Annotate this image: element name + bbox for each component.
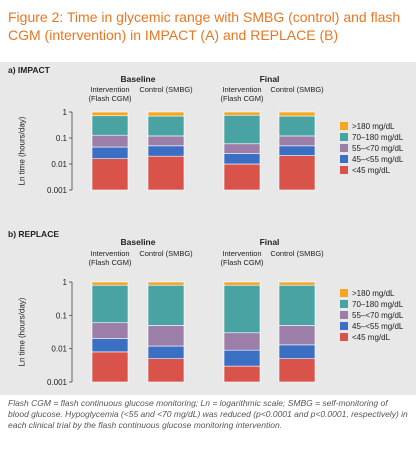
legend-label: 70–180 mg/dL (352, 300, 404, 309)
bar-segment (147, 284, 185, 326)
bar-segment (147, 358, 185, 383)
bar-segment (147, 345, 185, 360)
bar-segment (278, 135, 316, 147)
y-tick-label: 0.01 (51, 160, 67, 169)
legend-label: 45–<55 mg/dL (352, 322, 404, 331)
legend-label: <45 mg/dL (352, 333, 391, 342)
category-label: Intervention (Flash CGM) (220, 249, 264, 267)
bar-segment (278, 155, 316, 191)
y-tick-label: 0.1 (56, 311, 68, 320)
bar-segment (91, 134, 129, 148)
bar-segment (223, 153, 261, 165)
legend-swatch (340, 122, 348, 130)
legend-label: >180 mg/dL (352, 122, 395, 131)
category-label: Control (SMBG) (139, 85, 193, 94)
legend-swatch (340, 333, 348, 341)
legend-swatch (340, 322, 348, 330)
bar-segment (91, 322, 129, 339)
bar-segment (91, 284, 129, 324)
y-tick-label: 1 (63, 108, 68, 117)
bar-segment (223, 163, 261, 191)
bar-segment (278, 344, 316, 360)
bar-segment (278, 325, 316, 346)
bar-segment (223, 332, 261, 351)
legend-swatch (340, 311, 348, 319)
legend-swatch (340, 166, 348, 174)
y-tick-label: 0.1 (56, 134, 68, 143)
group-label: Final (259, 74, 280, 84)
bar-segment (147, 111, 185, 117)
y-tick-label: 0.001 (47, 186, 68, 195)
legend-swatch (340, 144, 348, 152)
category-label: Control (SMBG) (139, 249, 193, 258)
bar-segment (223, 111, 261, 116)
bar-segment (91, 115, 129, 136)
bar-segment (91, 351, 129, 383)
bar-segment (147, 115, 185, 137)
legend-label: <45 mg/dL (352, 166, 391, 175)
panel-title: b) REPLACE (8, 229, 59, 239)
legend-swatch (340, 300, 348, 308)
y-axis-label: Ln time (hours/day) (17, 297, 27, 367)
y-axis-label: Ln time (hours/day) (17, 116, 27, 186)
bar-segment (91, 338, 129, 353)
legend-label: 55–<70 mg/dL (352, 311, 404, 320)
category-label: Intervention (Flash CGM) (88, 85, 132, 103)
bar-segment (223, 143, 261, 154)
bar-segment (147, 281, 185, 286)
legend-label: 45–<55 mg/dL (352, 155, 404, 164)
legend-swatch (340, 155, 348, 163)
y-tick-label: 1 (63, 278, 68, 287)
y-tick-label: 0.01 (51, 345, 67, 354)
group-label: Final (259, 237, 280, 247)
bar-segment (223, 349, 261, 367)
legend-label: 55–<70 mg/dL (352, 144, 404, 153)
bar-segment (278, 281, 316, 286)
panel-title: a) IMPACT (8, 65, 50, 75)
bar-segment (91, 111, 129, 117)
bar-segment (91, 281, 129, 286)
bar-segment (147, 135, 185, 147)
group-label: Baseline (120, 237, 156, 247)
bar-segment (147, 145, 185, 157)
bar-segment (91, 158, 129, 191)
bar-segment (278, 358, 316, 383)
group-label: Baseline (120, 74, 156, 84)
bar-segment (223, 114, 261, 145)
legend-label: >180 mg/dL (352, 289, 395, 298)
bar-segment (278, 284, 316, 326)
bar-segment (147, 155, 185, 191)
y-tick-label: 0.001 (47, 378, 68, 387)
bar-segment (278, 111, 316, 117)
bar-segment (223, 365, 261, 383)
bar-segment (147, 325, 185, 347)
category-label: Intervention (Flash CGM) (220, 85, 264, 103)
figure-title: Figure 2: Time in glycemic range with SM… (8, 9, 401, 43)
legend-label: 70–180 mg/dL (352, 133, 404, 142)
category-label: Intervention (Flash CGM) (88, 249, 132, 267)
legend-swatch (340, 133, 348, 141)
bar-segment (223, 281, 261, 286)
bar-segment (223, 284, 261, 334)
bar-segment (278, 145, 316, 156)
caption: Flash CGM = flash continuous glucose mon… (8, 398, 408, 430)
bar-segment (91, 146, 129, 159)
legend-swatch (340, 289, 348, 297)
category-label: Control (SMBG) (270, 249, 324, 258)
bar-segment (278, 115, 316, 137)
category-label: Control (SMBG) (270, 85, 324, 94)
